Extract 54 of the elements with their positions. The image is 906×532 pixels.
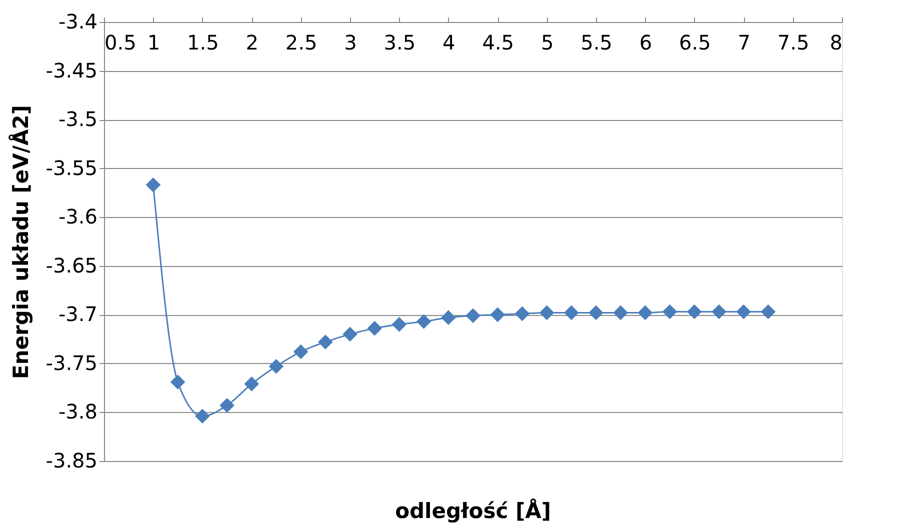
point — [712, 304, 726, 320]
y-tick-label: -3.55 — [46, 156, 98, 180]
point — [194, 408, 210, 424]
y-tick-label: -3.45 — [46, 58, 98, 82]
x-tick-label: 5 — [540, 30, 554, 54]
x-tick-label: 1 — [147, 30, 160, 54]
point — [146, 178, 161, 192]
x-tick-label: 6.5 — [678, 30, 711, 54]
point — [760, 304, 776, 320]
point — [268, 358, 284, 374]
point — [293, 344, 308, 360]
point — [318, 334, 333, 350]
point — [342, 326, 358, 342]
x-tick-label: 7.5 — [777, 30, 810, 54]
y-tick-label: -3.7 — [58, 302, 98, 326]
point — [564, 305, 579, 320]
x-tick-label: 5.5 — [580, 30, 612, 54]
y-axis-title: Energia układu [eV/Å2] — [8, 104, 33, 380]
x-tick-label: 3.5 — [384, 30, 416, 54]
point — [170, 374, 186, 390]
point — [638, 305, 653, 320]
point — [736, 304, 752, 320]
y-tick-label: -3.85 — [46, 448, 98, 472]
x-tick-label: 1.5 — [186, 30, 219, 54]
point — [662, 304, 678, 320]
x-tick-label: 7 — [738, 30, 750, 54]
x-tick-label: 4 — [442, 30, 456, 54]
x-tick-label: 0.5 — [104, 30, 136, 54]
point — [539, 305, 554, 320]
x-tick-label: 6 — [639, 30, 652, 54]
point — [440, 310, 456, 326]
x-tick-label: 4.5 — [482, 30, 514, 54]
x-tick-label: 3 — [344, 30, 357, 54]
point — [588, 305, 604, 320]
y-tick-label: -3.6 — [58, 204, 98, 229]
y-tick-label: -3.8 — [58, 400, 98, 424]
point — [392, 317, 407, 332]
y-tick-label: -3.4 — [58, 10, 98, 34]
point — [514, 306, 530, 322]
y-tick-label: -3.5 — [58, 107, 98, 132]
x-tick-label: 2 — [246, 30, 258, 54]
point — [244, 376, 260, 392]
point — [686, 304, 702, 320]
point — [613, 305, 628, 320]
point — [416, 314, 432, 329]
x-tick-label: 8 — [830, 30, 842, 54]
x-axis-title: odległość [Å] — [395, 498, 551, 523]
point — [220, 398, 234, 413]
point — [367, 320, 382, 336]
point — [490, 307, 506, 322]
point — [466, 308, 480, 324]
x-tick-label: 2.5 — [285, 30, 318, 54]
y-tick-label: -3.65 — [46, 253, 98, 278]
y-tick-label: -3.75 — [46, 350, 98, 375]
